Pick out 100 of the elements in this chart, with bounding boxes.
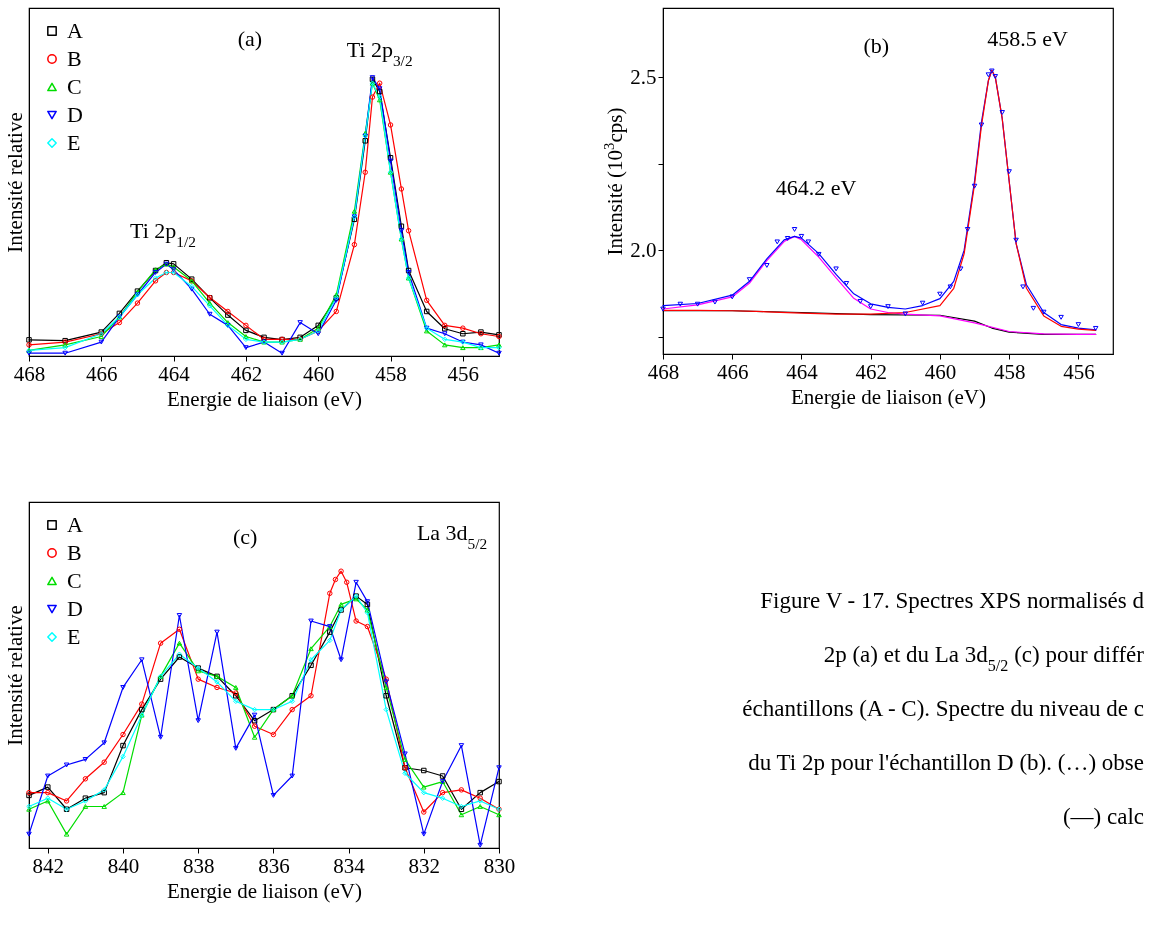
x-tick-label: 834 bbox=[333, 853, 366, 878]
point bbox=[195, 676, 201, 682]
point bbox=[458, 812, 465, 818]
point bbox=[477, 789, 483, 796]
point bbox=[233, 745, 239, 751]
point bbox=[477, 804, 483, 809]
x-tick-label: 462 bbox=[230, 361, 263, 386]
point bbox=[139, 701, 145, 707]
point bbox=[978, 122, 985, 128]
point bbox=[233, 685, 239, 690]
point bbox=[82, 756, 89, 762]
point bbox=[225, 312, 231, 318]
point bbox=[442, 322, 448, 329]
legend-label: D bbox=[67, 596, 83, 621]
point bbox=[985, 72, 992, 78]
point bbox=[423, 308, 430, 315]
x-tick-label: 464 bbox=[786, 359, 819, 384]
point bbox=[63, 762, 70, 768]
point bbox=[351, 208, 358, 214]
point bbox=[402, 751, 408, 757]
annotation: 458.5 eV bbox=[987, 26, 1068, 52]
point bbox=[101, 740, 107, 746]
point bbox=[26, 337, 32, 343]
point bbox=[364, 623, 371, 630]
point bbox=[308, 662, 314, 669]
point bbox=[63, 831, 70, 837]
x-tick-label: 460 bbox=[302, 361, 335, 386]
point bbox=[496, 350, 502, 356]
point bbox=[989, 68, 995, 74]
point bbox=[353, 579, 359, 585]
y-tick-label: 2.0 bbox=[630, 237, 657, 262]
point bbox=[902, 311, 909, 317]
x-tick-label: 466 bbox=[716, 359, 749, 384]
x-tick-label: 458 bbox=[993, 359, 1026, 384]
point bbox=[992, 74, 999, 79]
point bbox=[343, 579, 350, 585]
point bbox=[243, 334, 249, 339]
point bbox=[442, 342, 448, 348]
point bbox=[677, 301, 684, 307]
point bbox=[774, 239, 780, 245]
point bbox=[243, 336, 249, 343]
point bbox=[289, 706, 295, 713]
legend-label: C bbox=[67, 74, 82, 99]
point bbox=[297, 320, 303, 326]
point bbox=[225, 308, 231, 315]
x-axis-title: Energie de liaison (eV) bbox=[167, 386, 362, 411]
point bbox=[376, 80, 383, 86]
point bbox=[439, 773, 446, 779]
point bbox=[176, 613, 183, 618]
text: échantillons (A - C). Spectre du niveau de c bbox=[742, 696, 1144, 721]
point bbox=[243, 327, 249, 334]
point bbox=[327, 590, 333, 597]
point bbox=[398, 186, 405, 192]
y-axis-title: Intensité relative bbox=[2, 112, 27, 253]
point bbox=[353, 618, 359, 624]
point bbox=[251, 712, 258, 718]
point bbox=[308, 646, 314, 652]
point bbox=[289, 698, 295, 705]
text: (—) calc bbox=[1062, 804, 1144, 829]
point bbox=[383, 706, 389, 713]
legend-label: D bbox=[67, 102, 83, 127]
x-tick-label: 842 bbox=[32, 853, 65, 878]
point bbox=[421, 789, 427, 796]
x-tick-label: 468 bbox=[647, 359, 680, 384]
point bbox=[405, 227, 412, 234]
point bbox=[139, 657, 145, 663]
point bbox=[496, 765, 502, 771]
point bbox=[947, 284, 954, 290]
point bbox=[423, 297, 430, 304]
point bbox=[369, 94, 376, 100]
point bbox=[338, 601, 344, 607]
point bbox=[1020, 284, 1026, 290]
point bbox=[833, 266, 839, 272]
point bbox=[362, 169, 368, 175]
point bbox=[439, 795, 446, 801]
point bbox=[421, 809, 427, 815]
point bbox=[383, 685, 389, 690]
point bbox=[460, 325, 466, 331]
point bbox=[82, 804, 89, 809]
x-tick-label: 468 bbox=[13, 361, 46, 386]
text: du Ti 2p pour l'échantillon D (b). (…) obse bbox=[748, 750, 1144, 775]
point bbox=[214, 629, 220, 635]
point bbox=[442, 331, 448, 337]
point bbox=[62, 350, 68, 356]
point bbox=[82, 776, 89, 782]
point bbox=[214, 684, 220, 691]
point bbox=[1058, 314, 1064, 320]
point bbox=[746, 277, 753, 283]
text: Ti 2p$_{3/2}$ bbox=[346, 36, 413, 69]
text: Figure V - 17. Spectres XPS normalisés d bbox=[760, 588, 1145, 613]
point bbox=[157, 640, 164, 646]
legend-label: A bbox=[67, 512, 83, 537]
point bbox=[279, 350, 285, 356]
x-tick-label: 460 bbox=[924, 359, 957, 384]
point bbox=[176, 626, 183, 633]
point bbox=[784, 236, 791, 241]
point bbox=[791, 227, 798, 232]
point bbox=[251, 706, 258, 713]
point bbox=[398, 223, 405, 229]
text: (a) bbox=[237, 26, 263, 52]
